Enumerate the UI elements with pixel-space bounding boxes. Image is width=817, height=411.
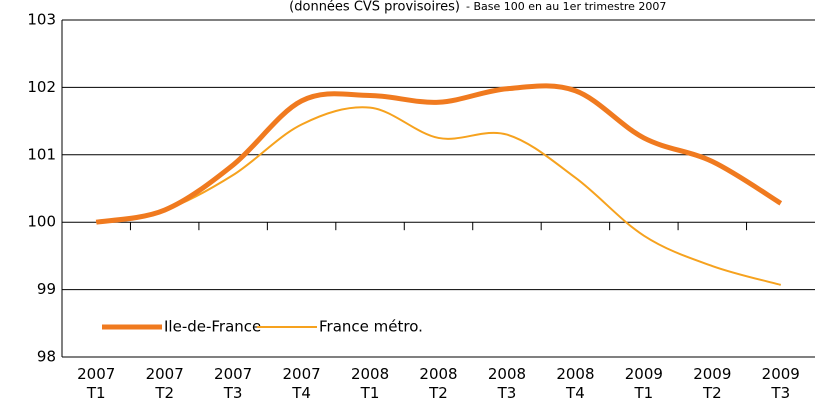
x-tick-label: 2009 T3 xyxy=(761,365,800,402)
x-tick-label: 2007 T1 xyxy=(77,365,116,402)
y-tick-label: 102 xyxy=(27,78,56,96)
x-tick-label: 2008 T2 xyxy=(419,365,458,402)
x-tick-label: 2009 T2 xyxy=(693,365,732,402)
x-tick-label: 2007 T3 xyxy=(214,365,253,402)
legend-label: Ile-de-France xyxy=(164,318,261,336)
y-tick-label: 100 xyxy=(27,213,56,231)
x-tick-label: 2009 T1 xyxy=(624,365,663,402)
x-tick-label: 2007 T2 xyxy=(145,365,184,402)
y-tick-label: 101 xyxy=(27,145,56,163)
y-tick-label: 98 xyxy=(37,348,56,366)
y-tick-label: 103 xyxy=(27,11,56,29)
legend-label: France métro. xyxy=(319,318,423,336)
series-line xyxy=(96,106,782,286)
series-line xyxy=(95,83,783,225)
x-tick-label: 2008 T1 xyxy=(350,365,390,402)
x-tick-label: 2008 T3 xyxy=(487,365,527,402)
y-tick-label: 99 xyxy=(37,280,56,298)
chart-title: (données CVS provisoires) xyxy=(289,0,460,15)
x-tick-label: 2007 T4 xyxy=(282,365,321,402)
chart-subtitle: - Base 100 en au 1er trimestre 2007 xyxy=(466,0,666,13)
x-tick-label: 2008 T4 xyxy=(556,365,595,402)
